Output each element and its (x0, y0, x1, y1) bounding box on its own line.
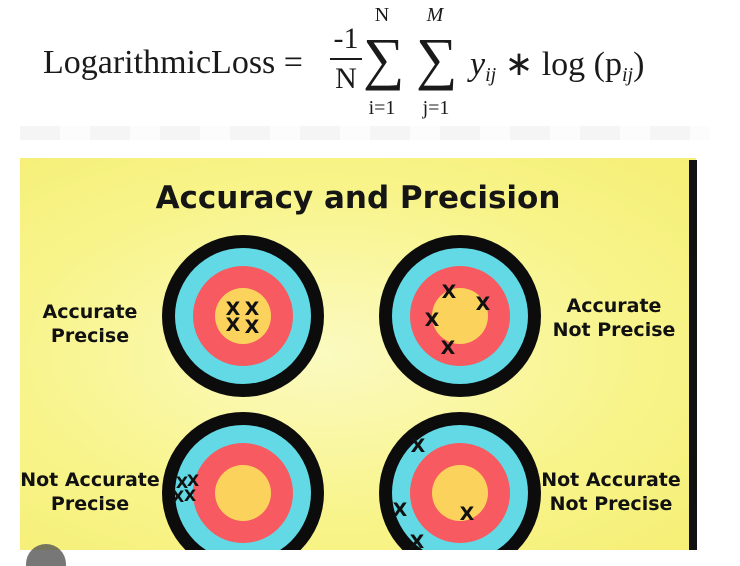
rhs-y-subscript: ij (485, 64, 497, 86)
label-not-accurate-not-precise: Not Accurate Not Precise (536, 468, 686, 516)
infographic-title: Accuracy and Precision (155, 180, 561, 216)
hit-marker: X (184, 486, 197, 505)
label-line: Accurate (566, 295, 662, 317)
label-not-accurate-precise: Not Accurate Precise (20, 468, 160, 516)
hit-marker: X (410, 531, 425, 550)
panel-right-edge (689, 160, 697, 550)
rhs-log-op: ∗ log (p (496, 46, 622, 83)
hit-marker: X (425, 309, 440, 331)
label-line: Not Precise (552, 319, 676, 341)
label-line: Not Accurate (541, 469, 681, 491)
partial-avatar (26, 544, 66, 566)
hit-marker: X (476, 293, 491, 315)
sum1-sigma: ∑ (363, 26, 405, 91)
bullseye (215, 288, 271, 344)
formula-fraction: -1 N (330, 22, 362, 96)
fraction-denominator: N (335, 62, 357, 95)
label-accurate-precise: Accurate Precise (35, 300, 145, 348)
rhs-p-subscript: ij (621, 64, 634, 86)
targets-canvas: X X X X X X X X X X X X (162, 235, 541, 550)
sum1-upper-limit: N (374, 4, 390, 26)
hit-marker: X (245, 298, 260, 320)
hit-marker: X (411, 435, 426, 457)
label-accurate-not-precise: Accurate Not Precise (544, 294, 684, 342)
sum2-sigma: ∑ (416, 26, 458, 91)
label-line: Not Precise (549, 493, 673, 515)
formula-lhs: LogarithmicLoss = (43, 44, 303, 81)
hit-marker: X (393, 499, 408, 521)
label-line: Precise (50, 325, 130, 347)
rhs-y: y (470, 46, 486, 83)
fraction-bar (330, 58, 362, 60)
log-loss-formula: LogarithmicLoss = -1 N N ∑ i=1 M ∑ j=1 y… (0, 0, 740, 140)
hit-marker: X (226, 298, 241, 320)
hit-marker: X (176, 473, 189, 492)
hit-marker: X (442, 281, 457, 303)
rhs-close: ) (633, 46, 645, 83)
hit-marker: X (226, 314, 241, 336)
formula-rhs: yij ∗ log (pij) (470, 44, 644, 87)
hit-marker: X (441, 337, 456, 359)
hit-marker: X (172, 487, 185, 506)
hit-marker: X (245, 316, 260, 338)
label-line: Not Accurate (20, 469, 160, 491)
sum1-lower-limit: i=1 (368, 97, 396, 119)
label-line: Precise (50, 493, 130, 515)
accuracy-precision-infographic: Accuracy and Precision X X X X X X X X (20, 158, 696, 550)
target-not-accurate-not-precise: X X X X (379, 412, 541, 550)
bullseye (432, 288, 488, 344)
hit-marker: X (460, 503, 475, 525)
label-line: Accurate (42, 301, 138, 323)
fraction-numerator: -1 (333, 22, 359, 55)
sum2-lower-limit: j=1 (422, 97, 450, 119)
bullseye (432, 465, 488, 521)
hit-marker: X (187, 471, 200, 490)
target-not-accurate-precise: X X X X (162, 412, 324, 550)
target-accurate-precise: X X X X (162, 235, 324, 397)
target-accurate-not-precise: X X X X (379, 235, 541, 397)
faded-divider (20, 126, 710, 140)
sum2-upper-limit: M (426, 4, 444, 26)
bullseye (215, 465, 271, 521)
